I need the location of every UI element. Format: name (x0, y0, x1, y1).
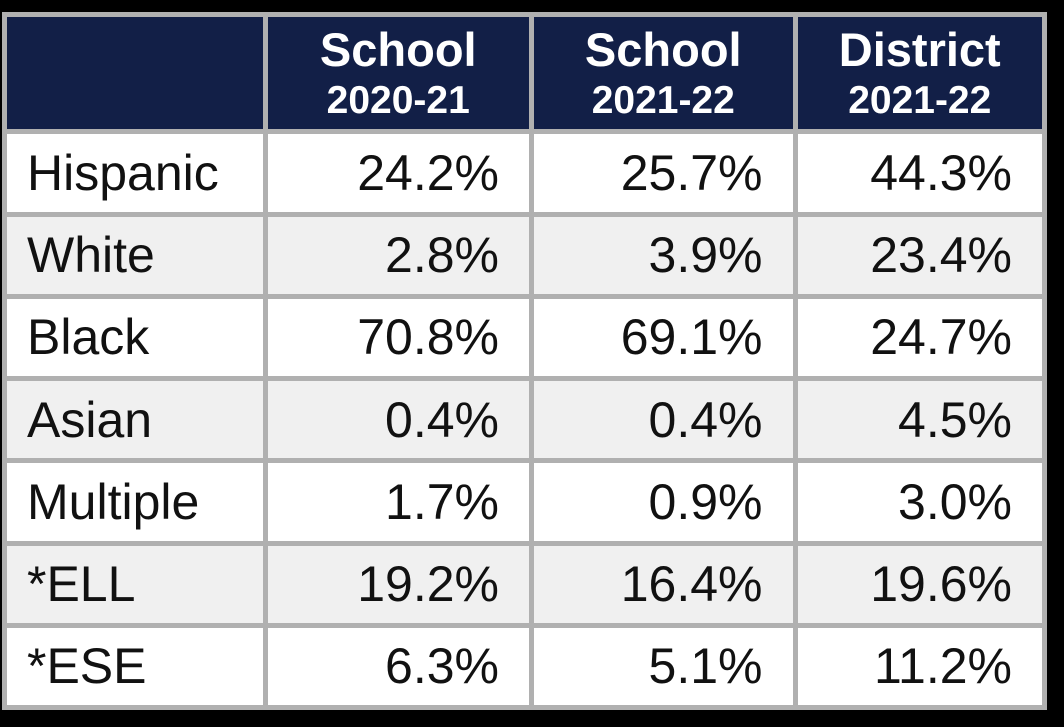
row-label-multiple: Multiple (7, 463, 263, 541)
row-label-ese: *ESE (7, 627, 263, 705)
value-cell: 0.4% (267, 381, 529, 459)
header-district-2021-22: District 2021-22 (797, 17, 1042, 130)
value-cell: 2.8% (267, 216, 529, 294)
value-cell: 3.0% (797, 463, 1042, 541)
column-title: School (319, 22, 477, 76)
value-cell: 3.9% (534, 216, 793, 294)
value-cell: 25.7% (534, 134, 793, 212)
value-cell: 1.7% (267, 463, 529, 541)
value-cell: 0.4% (534, 381, 793, 459)
header-corner-cell (7, 17, 263, 130)
value-cell: 11.2% (797, 627, 1042, 705)
value-cell: 24.2% (267, 134, 529, 212)
value-cell: 19.6% (797, 545, 1042, 623)
row-label-ell: *ELL (7, 545, 263, 623)
row-label-asian: Asian (7, 381, 263, 459)
value-cell: 4.5% (797, 381, 1042, 459)
row-label-black: Black (7, 298, 263, 377)
value-cell: 16.4% (534, 545, 793, 623)
value-cell: 0.9% (534, 463, 793, 541)
column-year: 2020-21 (326, 78, 470, 122)
value-cell: 6.3% (267, 627, 529, 705)
row-label-white: White (7, 216, 263, 294)
value-cell: 69.1% (534, 298, 793, 377)
column-title: School (584, 22, 742, 76)
row-label-hispanic: Hispanic (7, 134, 263, 212)
column-year: 2021-22 (591, 78, 735, 122)
header-school-2020-21: School 2020-21 (267, 17, 529, 130)
value-cell: 44.3% (797, 134, 1042, 212)
value-cell: 70.8% (267, 298, 529, 377)
header-school-2021-22: School 2021-22 (534, 17, 793, 130)
value-cell: 19.2% (267, 545, 529, 623)
value-cell: 24.7% (797, 298, 1042, 377)
table-grid: School 2020-21 School 2021-22 District 2… (2, 12, 1047, 710)
demographics-table: School 2020-21 School 2021-22 District 2… (2, 12, 1047, 710)
value-cell: 23.4% (797, 216, 1042, 294)
column-title: District (838, 22, 1001, 76)
value-cell: 5.1% (534, 627, 793, 705)
column-year: 2021-22 (848, 78, 992, 122)
